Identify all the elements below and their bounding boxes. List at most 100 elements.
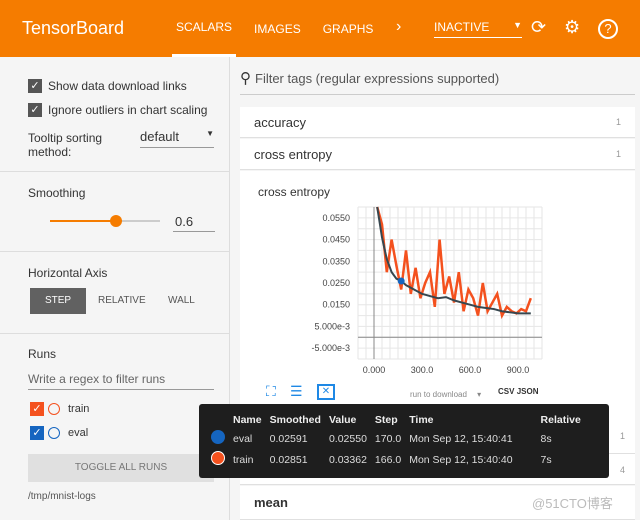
run-download-select[interactable]: run to download ▾ bbox=[410, 390, 481, 399]
tag-name: mean bbox=[254, 495, 288, 510]
help-icon[interactable]: ? bbox=[598, 19, 618, 39]
cell: 8s bbox=[540, 432, 552, 445]
refresh-icon[interactable]: ⟳ bbox=[531, 17, 547, 37]
smoothing-section: Smoothing 0.6 bbox=[0, 172, 230, 252]
sidebar: ✓ Show data download links ✓ Ignore outlie… bbox=[0, 57, 230, 520]
y-tick-label: 0.0350 bbox=[322, 256, 350, 266]
tab-graphs[interactable]: GRAPHS bbox=[322, 21, 374, 36]
chart-title: cross entropy bbox=[258, 185, 331, 199]
tab-scalars[interactable]: SCALARS bbox=[172, 0, 237, 57]
ignore-outliers-label: Ignore outliers in chart scaling bbox=[48, 103, 208, 117]
dropdown-arrow-icon: ▼ bbox=[206, 129, 214, 138]
col-smoothed: Smoothed bbox=[269, 414, 321, 426]
col-relative: Relative bbox=[540, 414, 581, 426]
run-select[interactable]: INACTIVE ▼ bbox=[434, 20, 522, 38]
run-name: eval bbox=[68, 426, 89, 439]
highlight-point bbox=[397, 277, 405, 285]
check-icon: ✓ bbox=[28, 78, 42, 93]
check-icon[interactable]: ✓ bbox=[30, 426, 44, 440]
dropdown-arrow-icon: ▾ bbox=[477, 390, 482, 399]
series-line-eval bbox=[376, 206, 531, 315]
tag-filter-input[interactable]: ⚲ Filter tags (regular expressions suppor… bbox=[240, 69, 635, 95]
x-tick-label: 600.0 bbox=[459, 365, 482, 375]
run-select-value: INACTIVE bbox=[434, 20, 490, 34]
tag-name: accuracy bbox=[254, 114, 307, 130]
axis-step-button[interactable]: STEP bbox=[30, 288, 86, 314]
fit-domain-icon[interactable]: ✕ bbox=[317, 384, 335, 400]
y-tick-label: 0.0150 bbox=[322, 300, 350, 310]
tag-name: cross entropy bbox=[254, 146, 333, 162]
cell: 0.02550 bbox=[328, 432, 367, 445]
x-tick-label: 900.0 bbox=[507, 365, 530, 375]
tab-images[interactable]: IMAGES bbox=[254, 21, 301, 36]
y-tick-label: 0.0250 bbox=[322, 278, 350, 288]
horizontal-axis-section: Horizontal Axis STEP RELATIVE WALL bbox=[0, 252, 230, 334]
y-tick-label: 0.0450 bbox=[322, 235, 350, 245]
tooltip-sorting-label: Tooltip sorting method: bbox=[28, 131, 103, 159]
check-icon: ✓ bbox=[28, 102, 42, 117]
tooltip-sorting-value: default bbox=[140, 129, 180, 144]
run-color-icon bbox=[211, 430, 225, 444]
logdir-text: /tmp/mnist-logs bbox=[28, 491, 96, 502]
run-train[interactable]: ✓ train bbox=[30, 402, 89, 416]
x-tick-label: 300.0 bbox=[411, 365, 434, 375]
run-color-icon bbox=[48, 427, 60, 439]
col-time: Time bbox=[409, 414, 434, 426]
run-eval[interactable]: ✓ eval bbox=[30, 426, 88, 440]
options-section: ✓ Show data download links ✓ Ignore outlie… bbox=[0, 57, 230, 172]
horizontal-axis-label: Horizontal Axis bbox=[28, 266, 108, 280]
tooltip-sorting-select[interactable]: default ▼ bbox=[140, 129, 214, 148]
run-color-icon bbox=[48, 403, 60, 415]
x-tick-label: 0.000 bbox=[363, 365, 386, 375]
toggle-all-runs-button[interactable]: TOGGLE ALL RUNS bbox=[28, 454, 214, 482]
tag-count: 1 bbox=[619, 431, 625, 441]
show-download-checkbox[interactable]: ✓ Show data download links bbox=[28, 77, 187, 95]
smoothing-input[interactable]: 0.6 bbox=[173, 214, 215, 232]
dropdown-arrow-icon: ▼ bbox=[513, 20, 522, 30]
cell: Mon Sep 12, 15:40:40 bbox=[409, 453, 513, 466]
axis-relative-button[interactable]: RELATIVE bbox=[98, 295, 146, 306]
tag-accuracy[interactable]: accuracy 1 bbox=[240, 107, 635, 138]
app-title: TensorBoard bbox=[22, 18, 125, 38]
check-icon[interactable]: ✓ bbox=[30, 402, 44, 416]
col-value: Value bbox=[328, 414, 357, 426]
y-tick-label: 0.0550 bbox=[322, 213, 350, 223]
chart-tooltip: Name Smoothed Value Step Time Relative eval 0.… bbox=[199, 404, 609, 478]
tooltip-row-train: train 0.02851 0.03362 166.0 Mon Sep 12, 15:4… bbox=[207, 449, 585, 470]
y-tick-label: 5.000e-3 bbox=[314, 321, 350, 331]
csv-link[interactable]: CSV bbox=[498, 387, 515, 396]
chevron-right-icon[interactable]: › bbox=[396, 18, 402, 35]
filter-placeholder: Filter tags (regular expressions support… bbox=[255, 71, 500, 86]
fullscreen-icon[interactable]: ⛶ bbox=[266, 383, 276, 399]
chart-svg[interactable]: 0.0550 0.0450 0.0350 0.0250 0.0150 5.000e-3 -5… bbox=[240, 171, 635, 473]
y-tick-label: -5.000e-3 bbox=[311, 343, 350, 353]
smoothing-label: Smoothing bbox=[28, 186, 86, 200]
run-color-icon bbox=[211, 451, 225, 465]
cell: 166.0 bbox=[374, 453, 402, 466]
cell: 0.03362 bbox=[328, 453, 367, 466]
cell: 0.02851 bbox=[269, 453, 308, 466]
axis-wall-button[interactable]: WALL bbox=[168, 295, 195, 306]
tag-count: 1 bbox=[615, 117, 621, 127]
list-icon[interactable]: ☰ bbox=[290, 383, 303, 399]
watermark: @51CTO博客 bbox=[532, 496, 613, 511]
top-bar: TensorBoard SCALARS IMAGES GRAPHS › INAC… bbox=[0, 0, 640, 57]
download-label: run to download bbox=[410, 390, 467, 399]
gear-icon[interactable]: ⚙ bbox=[564, 17, 581, 37]
col-name: Name bbox=[233, 414, 262, 426]
tag-count: 1 bbox=[615, 149, 621, 159]
tag-cross-entropy[interactable]: cross entropy 1 bbox=[240, 139, 635, 170]
cell: 0.02591 bbox=[269, 432, 308, 445]
smoothing-slider[interactable] bbox=[50, 215, 160, 227]
json-link[interactable]: JSON bbox=[516, 387, 539, 396]
runs-filter-input[interactable]: Write a regex to filter runs bbox=[28, 372, 214, 390]
cell: 170.0 bbox=[374, 432, 402, 445]
run-name: train bbox=[68, 402, 90, 415]
slider-handle[interactable] bbox=[110, 215, 122, 227]
cell: eval bbox=[233, 432, 253, 445]
cell: 7s bbox=[540, 453, 552, 466]
ignore-outliers-checkbox[interactable]: ✓ Ignore outliers in chart scaling bbox=[28, 101, 207, 119]
runs-label: Runs bbox=[28, 347, 57, 361]
cell: train bbox=[233, 453, 254, 466]
tag-mean[interactable]: mean bbox=[240, 486, 635, 520]
